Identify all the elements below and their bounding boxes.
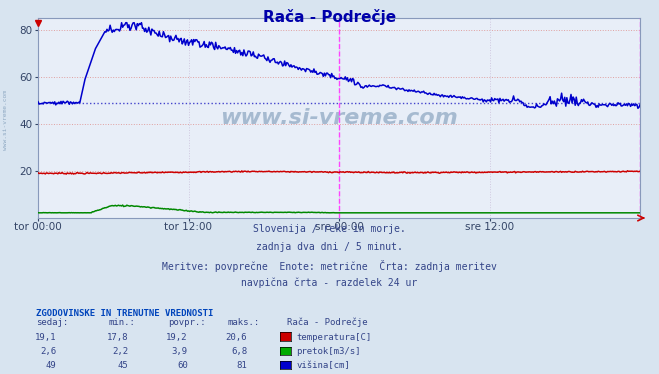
- Text: 20,6: 20,6: [225, 332, 247, 341]
- Text: www.si-vreme.com: www.si-vreme.com: [3, 90, 9, 150]
- Text: 81: 81: [237, 361, 247, 370]
- Text: 2,6: 2,6: [40, 347, 56, 356]
- Text: Meritve: povprečne  Enote: metrične  Črta: zadnja meritev: Meritve: povprečne Enote: metrične Črta:…: [162, 260, 497, 272]
- Text: zadnja dva dni / 5 minut.: zadnja dva dni / 5 minut.: [256, 242, 403, 252]
- Text: Rača - Podrečje: Rača - Podrečje: [263, 9, 396, 25]
- Text: sedaj:: sedaj:: [36, 318, 69, 327]
- Text: 3,9: 3,9: [172, 347, 188, 356]
- Text: navpična črta - razdelek 24 ur: navpična črta - razdelek 24 ur: [241, 278, 418, 288]
- Text: 6,8: 6,8: [231, 347, 247, 356]
- Text: 45: 45: [118, 361, 129, 370]
- Text: min.:: min.:: [109, 318, 136, 327]
- Text: 19,2: 19,2: [166, 332, 188, 341]
- Text: 19,1: 19,1: [34, 332, 56, 341]
- Text: povpr.:: povpr.:: [168, 318, 206, 327]
- Text: Slovenija / reke in morje.: Slovenija / reke in morje.: [253, 224, 406, 234]
- Text: maks.:: maks.:: [227, 318, 260, 327]
- Text: pretok[m3/s]: pretok[m3/s]: [297, 347, 361, 356]
- Text: 60: 60: [177, 361, 188, 370]
- Text: višina[cm]: višina[cm]: [297, 361, 351, 370]
- Text: www.si-vreme.com: www.si-vreme.com: [220, 108, 458, 128]
- Text: Rača - Podrečje: Rača - Podrečje: [287, 318, 367, 327]
- Text: ZGODOVINSKE IN TRENUTNE VREDNOSTI: ZGODOVINSKE IN TRENUTNE VREDNOSTI: [36, 309, 214, 318]
- Text: 49: 49: [45, 361, 56, 370]
- Text: 17,8: 17,8: [107, 332, 129, 341]
- Text: temperatura[C]: temperatura[C]: [297, 332, 372, 341]
- Text: 2,2: 2,2: [113, 347, 129, 356]
